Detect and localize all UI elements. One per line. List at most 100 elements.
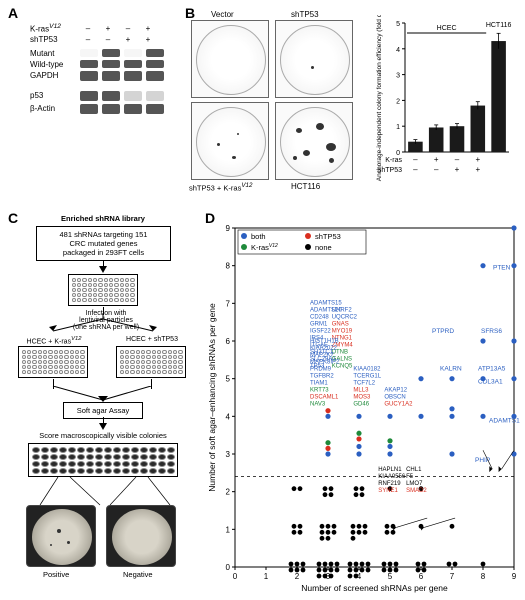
svg-text:–: – — [413, 165, 418, 174]
svg-text:F5: F5 — [406, 474, 414, 480]
svg-text:NAV3: NAV3 — [310, 401, 326, 407]
flow-title: Enriched shRNA library — [38, 214, 168, 223]
svg-text:GRM1: GRM1 — [310, 322, 328, 328]
panel-a-conditions: K-rasV12 – + – + shTP53 – – + + — [30, 23, 158, 45]
svg-text:KIAA2022: KIAA2022 — [310, 345, 338, 351]
plate-left — [18, 346, 88, 378]
flow-infect: Infection with lentiviral particles (one… — [66, 310, 146, 331]
svg-text:K-ras: K-ras — [385, 157, 402, 164]
dish-combo — [191, 102, 269, 180]
svg-text:TIAM1: TIAM1 — [310, 380, 328, 386]
svg-text:CD248: CD248 — [310, 315, 329, 321]
svg-text:PTPRD: PTPRD — [432, 328, 454, 335]
svg-text:0: 0 — [233, 572, 238, 581]
svg-text:HCT116: HCT116 — [486, 22, 512, 29]
svg-text:UQCRC2: UQCRC2 — [332, 315, 358, 321]
svg-text:8: 8 — [226, 262, 231, 271]
scatter-plot: 01234567890123456789Number of screened s… — [205, 210, 520, 595]
svg-text:ADAMTS15: ADAMTS15 — [310, 301, 342, 307]
svg-text:+: + — [455, 165, 460, 174]
svg-text:MAPK8IP2: MAPK8IP2 — [310, 359, 340, 365]
svg-text:MYO19: MYO19 — [332, 329, 353, 335]
panel-b-letter: B — [185, 5, 195, 21]
svg-text:0: 0 — [226, 563, 231, 572]
svg-text:–: – — [413, 155, 418, 164]
svg-text:SFRS6: SFRS6 — [481, 328, 502, 335]
svg-text:9: 9 — [512, 572, 517, 581]
svg-text:KRT73: KRT73 — [310, 387, 329, 393]
flow-score: Score macroscopically visible colonies — [18, 431, 188, 440]
svg-text:7: 7 — [450, 572, 455, 581]
svg-text:KIAA0182: KIAA0182 — [353, 366, 381, 372]
svg-text:2: 2 — [396, 98, 400, 105]
flow-box-1: 481 shRNAs targeting 151 CRC mutated gen… — [36, 226, 171, 261]
svg-text:KIAA0556: KIAA0556 — [378, 474, 406, 480]
svg-text:none: none — [315, 243, 332, 252]
svg-text:IGSF22: IGSF22 — [310, 329, 331, 335]
svg-text:2: 2 — [295, 572, 300, 581]
svg-text:1: 1 — [264, 572, 269, 581]
svg-text:3: 3 — [226, 450, 231, 459]
plate-right — [116, 346, 186, 378]
plate-top — [68, 274, 138, 306]
svg-text:PTEN: PTEN — [493, 265, 511, 272]
svg-text:CHL1: CHL1 — [406, 467, 422, 473]
panel-c-letter: C — [8, 210, 18, 226]
svg-text:MOS3: MOS3 — [353, 394, 371, 400]
svg-text:shTP53: shTP53 — [315, 232, 341, 241]
svg-text:0: 0 — [396, 150, 400, 157]
svg-text:–: – — [434, 165, 439, 174]
svg-text:HIST1H1B: HIST1H1B — [310, 338, 339, 344]
dish-hct116 — [275, 102, 353, 180]
svg-text:ATP13A5: ATP13A5 — [478, 366, 506, 373]
svg-text:TGFBR2: TGFBR2 — [310, 373, 334, 379]
svg-text:5: 5 — [226, 375, 231, 384]
svg-text:Number of screened shRNAs per: Number of screened shRNAs per gene — [301, 583, 448, 593]
bar-chart: 012345Anchorage-independent colony forma… — [373, 15, 513, 190]
svg-text:8: 8 — [481, 572, 486, 581]
svg-text:+: + — [475, 165, 480, 174]
svg-text:2: 2 — [226, 488, 231, 497]
svg-text:K-rasV12: K-rasV12 — [251, 243, 278, 252]
plate-score — [28, 443, 178, 477]
svg-text:–: – — [455, 155, 460, 164]
panel-a-letter: A — [8, 5, 18, 21]
svg-text:SYNE1: SYNE1 — [378, 488, 398, 494]
svg-text:5: 5 — [388, 572, 393, 581]
svg-text:6: 6 — [419, 572, 424, 581]
svg-text:MAP2K7: MAP2K7 — [310, 352, 334, 358]
dish-grid: Vector shTP53 shTP53 + K-r — [191, 20, 361, 184]
svg-text:TCF7L2: TCF7L2 — [353, 380, 375, 386]
dish-shtp53 — [275, 20, 353, 98]
svg-text:MLL3: MLL3 — [353, 387, 369, 393]
svg-text:3: 3 — [396, 73, 400, 80]
svg-text:OBSCN: OBSCN — [384, 394, 405, 400]
svg-text:both: both — [251, 232, 266, 241]
svg-text:1: 1 — [226, 525, 231, 534]
svg-text:4: 4 — [396, 47, 400, 54]
svg-text:TCERG1L: TCERG1L — [353, 373, 381, 379]
panel-d: D 01234567890123456789Number of screened… — [205, 210, 520, 595]
svg-text:4: 4 — [226, 412, 231, 421]
svg-text:GNAS: GNAS — [332, 322, 349, 328]
svg-text:Number of soft agar–enhancing: Number of soft agar–enhancing shRNAs per… — [207, 303, 217, 492]
zoom-negative — [106, 505, 176, 567]
svg-text:6: 6 — [226, 337, 231, 346]
svg-text:+: + — [434, 155, 439, 164]
svg-text:KALRN: KALRN — [440, 366, 462, 373]
panel-c: C Enriched shRNA library 481 shRNAs targ… — [8, 210, 198, 595]
svg-text:PRDM9: PRDM9 — [310, 366, 332, 372]
svg-text:LMO7: LMO7 — [406, 481, 423, 487]
svg-text:shTP53: shTP53 — [378, 167, 402, 174]
svg-text:GUCY1A2: GUCY1A2 — [384, 401, 413, 407]
svg-text:Anchorage-independent colony f: Anchorage-independent colony formation e… — [376, 15, 383, 181]
svg-text:9: 9 — [226, 224, 231, 233]
svg-text:+: + — [475, 155, 480, 164]
svg-text:AKAP12: AKAP12 — [384, 387, 407, 393]
svg-text:SMAD2: SMAD2 — [406, 488, 427, 494]
dish-vector — [191, 20, 269, 98]
svg-text:RNF219: RNF219 — [378, 481, 401, 487]
svg-text:HAPLN1: HAPLN1 — [378, 467, 402, 473]
svg-text:HCEC: HCEC — [437, 25, 457, 32]
svg-text:DSCAML1: DSCAML1 — [310, 394, 339, 400]
